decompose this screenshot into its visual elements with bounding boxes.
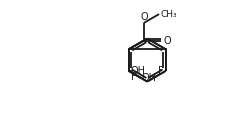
Text: O: O xyxy=(163,36,171,46)
Text: OH: OH xyxy=(131,66,146,76)
Text: F: F xyxy=(158,66,164,76)
Text: OH: OH xyxy=(141,73,156,83)
Text: CH₃: CH₃ xyxy=(160,10,177,19)
Text: O: O xyxy=(140,12,148,22)
Text: F: F xyxy=(131,72,136,82)
